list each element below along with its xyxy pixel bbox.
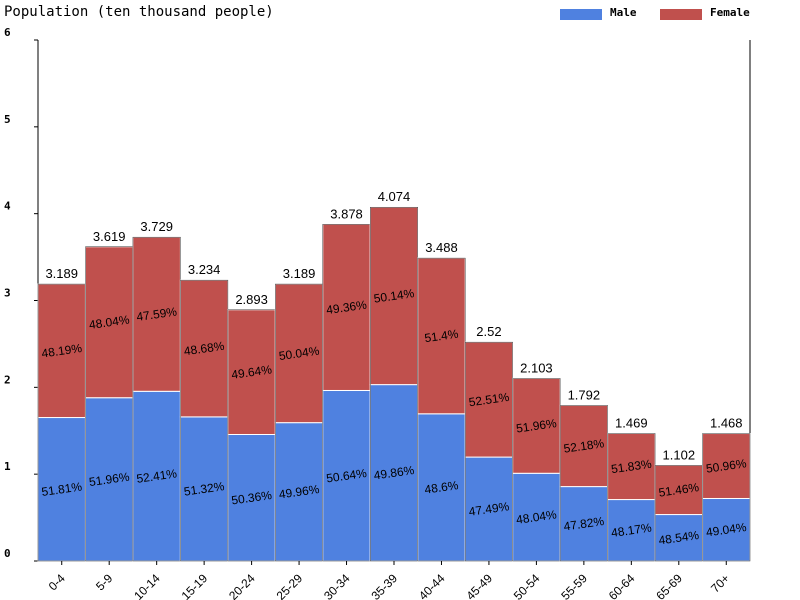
x-tick-label: 35-39 [369, 571, 401, 600]
bar-total-label: 1.469 [615, 415, 648, 430]
bar-total-label: 3.619 [93, 229, 126, 244]
bar-female [227, 309, 276, 435]
bar-total-label: 4.074 [378, 189, 411, 204]
bar-female [559, 404, 609, 488]
bar-female [512, 377, 561, 474]
x-tick-label: 20-24 [226, 571, 258, 600]
female-percent-label: 51.83% [610, 457, 653, 477]
female-percent-label: 50.96% [705, 456, 748, 476]
bar-total-label: 1.468 [710, 416, 743, 431]
y-tick-label: 0 [4, 547, 11, 560]
x-tick-label: 70+ [708, 571, 732, 595]
x-tick-label: 65-69 [653, 571, 685, 600]
x-tick-label: 0-4 [46, 571, 68, 593]
bar-male [37, 417, 86, 562]
male-percent-label: 51.32% [183, 479, 226, 499]
legend-swatch-male [560, 9, 602, 20]
female-percent-label: 48.04% [88, 312, 131, 332]
male-percent-label: 48.17% [610, 520, 653, 540]
male-percent-label: 49.86% [373, 463, 416, 483]
bar-female [464, 341, 514, 458]
male-percent-label: 47.49% [468, 499, 511, 519]
y-tick-label: 1 [4, 460, 11, 473]
x-tick-label: 50-54 [511, 571, 543, 600]
male-percent-label: 50.36% [230, 488, 273, 508]
female-percent-label: 50.04% [278, 344, 321, 364]
x-tick-label: 40-44 [416, 571, 448, 600]
bar-total-label: 3.189 [283, 266, 316, 281]
bar-total-label: 2.893 [235, 292, 268, 307]
x-tick-label: 60-64 [606, 571, 638, 600]
x-tick-label: 5-9 [93, 571, 115, 593]
male-percent-label: 48.04% [515, 507, 558, 527]
bar-total-label: 3.189 [45, 266, 78, 281]
female-percent-label: 50.14% [373, 286, 416, 306]
bar-total-label: 2.103 [520, 360, 553, 375]
bar-female [179, 279, 229, 418]
y-tick-label: 2 [4, 373, 11, 386]
female-percent-label: 51.46% [658, 480, 701, 500]
male-percent-label: 49.96% [278, 482, 321, 502]
bar-male [132, 390, 181, 562]
bar-total-label: 3.488 [425, 240, 458, 255]
female-percent-label: 52.18% [563, 436, 606, 456]
y-tick-label: 4 [4, 200, 11, 213]
y-tick-label: 6 [4, 26, 11, 39]
bar-total-label: 1.792 [568, 387, 601, 402]
x-tick-label: 10-14 [131, 571, 163, 600]
female-percent-label: 49.36% [325, 298, 368, 318]
male-percent-label: 52.41% [136, 466, 179, 486]
x-tick-label: 30-34 [321, 571, 353, 600]
male-percent-label: 51.96% [88, 470, 131, 490]
bar-female [132, 236, 181, 392]
male-percent-label: 51.81% [41, 479, 84, 499]
bar-female [654, 464, 704, 516]
bar-total-label: 1.102 [663, 447, 696, 462]
bar-male [274, 422, 324, 562]
x-tick-label: 55-59 [558, 571, 590, 600]
female-percent-label: 49.64% [230, 362, 273, 382]
female-percent-label: 47.59% [136, 304, 179, 324]
x-tick-label: 15-19 [179, 571, 211, 600]
bar-male [179, 416, 229, 562]
legend-label-female: Female [710, 6, 750, 19]
male-percent-label: 47.82% [563, 514, 606, 534]
chart-title: Population (ten thousand people) [4, 4, 274, 20]
x-tick-label: 25-29 [274, 571, 306, 600]
female-percent-label: 48.68% [183, 339, 226, 359]
x-tick-label: 45-49 [463, 571, 495, 600]
y-tick-label: 3 [4, 287, 11, 300]
male-percent-label: 50.64% [325, 466, 368, 486]
female-percent-label: 48.19% [41, 341, 84, 361]
bar-total-label: 2.52 [476, 324, 501, 339]
male-percent-label: 49.04% [705, 520, 748, 540]
bar-total-label: 3.234 [188, 262, 221, 277]
female-percent-label: 51.96% [515, 416, 558, 436]
legend-swatch-female [660, 9, 702, 20]
bar-total-label: 3.878 [330, 206, 363, 221]
female-percent-label: 52.51% [468, 390, 511, 410]
female-percent-label: 51.4% [424, 327, 460, 346]
bar-total-label: 3.729 [140, 219, 173, 234]
male-percent-label: 48.6% [424, 478, 460, 497]
legend-label-male: Male [610, 6, 637, 19]
y-tick-label: 5 [4, 113, 11, 126]
bar-male [322, 389, 371, 562]
male-percent-label: 48.54% [658, 528, 701, 548]
